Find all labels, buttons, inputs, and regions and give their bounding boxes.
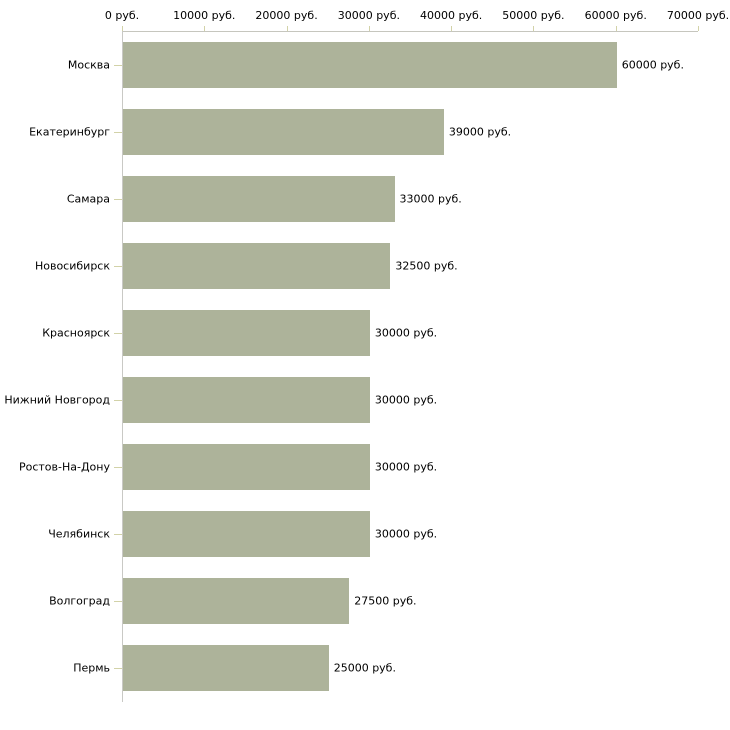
- category-label: Самара: [66, 192, 110, 206]
- category-label: Новосибирск: [34, 259, 110, 273]
- bar-7: [123, 444, 370, 491]
- category-label: Нижний Новгород: [4, 393, 110, 407]
- y-axis-tick: [114, 601, 122, 603]
- y-axis-tick: [114, 265, 122, 267]
- y-axis-tick: [114, 400, 122, 402]
- y-axis-tick: [114, 198, 122, 200]
- value-label: 60000 руб.: [621, 58, 684, 72]
- category-label: Красноярск: [42, 326, 110, 340]
- x-axis-line: [122, 31, 698, 32]
- x-axis-tick: [122, 26, 123, 31]
- x-axis-tick-label: 30000 руб.: [337, 9, 400, 22]
- x-axis-tick-label: 60000 руб.: [584, 9, 647, 22]
- bar-3: [123, 175, 395, 222]
- value-label: 30000 руб.: [374, 326, 438, 340]
- x-axis-tick: [615, 26, 617, 31]
- x-axis-tick: [451, 26, 453, 31]
- y-axis-tick: [114, 332, 122, 334]
- x-axis-tick: [533, 26, 535, 31]
- x-axis-tick: [286, 26, 288, 31]
- category-label: Пермь: [73, 661, 110, 675]
- x-axis-tick-label: 50000 руб.: [502, 9, 565, 22]
- value-label: 30000 руб.: [374, 460, 438, 474]
- value-label: 39000 руб.: [448, 125, 512, 139]
- y-axis-tick: [114, 668, 122, 670]
- category-label: Челябинск: [48, 527, 110, 541]
- bar-1: [123, 41, 617, 88]
- x-axis-tick: [698, 26, 699, 31]
- bar-4: [123, 242, 391, 289]
- x-axis-tick: [204, 26, 206, 31]
- x-axis-tick-label: 40000 руб.: [420, 9, 483, 22]
- value-label: 30000 руб.: [374, 393, 438, 407]
- value-label: 27500 руб.: [354, 594, 417, 608]
- bar-6: [123, 377, 370, 424]
- bar-10: [123, 645, 329, 692]
- category-label: Москва: [67, 58, 110, 72]
- value-label: 30000 руб.: [374, 527, 438, 541]
- y-axis-tick: [114, 131, 122, 133]
- bar-8: [123, 511, 370, 558]
- x-axis-tick-label: 0 руб.: [104, 9, 140, 22]
- y-axis-tick: [114, 467, 122, 469]
- y-axis-tick: [114, 534, 122, 536]
- x-axis-tick: [368, 26, 370, 31]
- bar-5: [123, 309, 370, 356]
- bar-2: [123, 108, 444, 155]
- value-label: 25000 руб.: [333, 661, 396, 675]
- category-label: Волгоград: [49, 594, 110, 608]
- category-label: Екатеринбург: [29, 125, 110, 139]
- y-axis-tick: [114, 64, 122, 66]
- x-axis-tick-label: 20000 руб.: [255, 9, 318, 22]
- value-label: 32500 руб.: [395, 259, 458, 273]
- x-axis-tick-label: 70000 руб.: [666, 9, 730, 22]
- x-axis-tick-label: 10000 руб.: [173, 9, 236, 22]
- bar-9: [123, 578, 350, 625]
- value-label: 33000 руб.: [399, 192, 462, 206]
- y-axis-line: [122, 31, 123, 702]
- category-label: Ростов-На-Дону: [18, 460, 110, 474]
